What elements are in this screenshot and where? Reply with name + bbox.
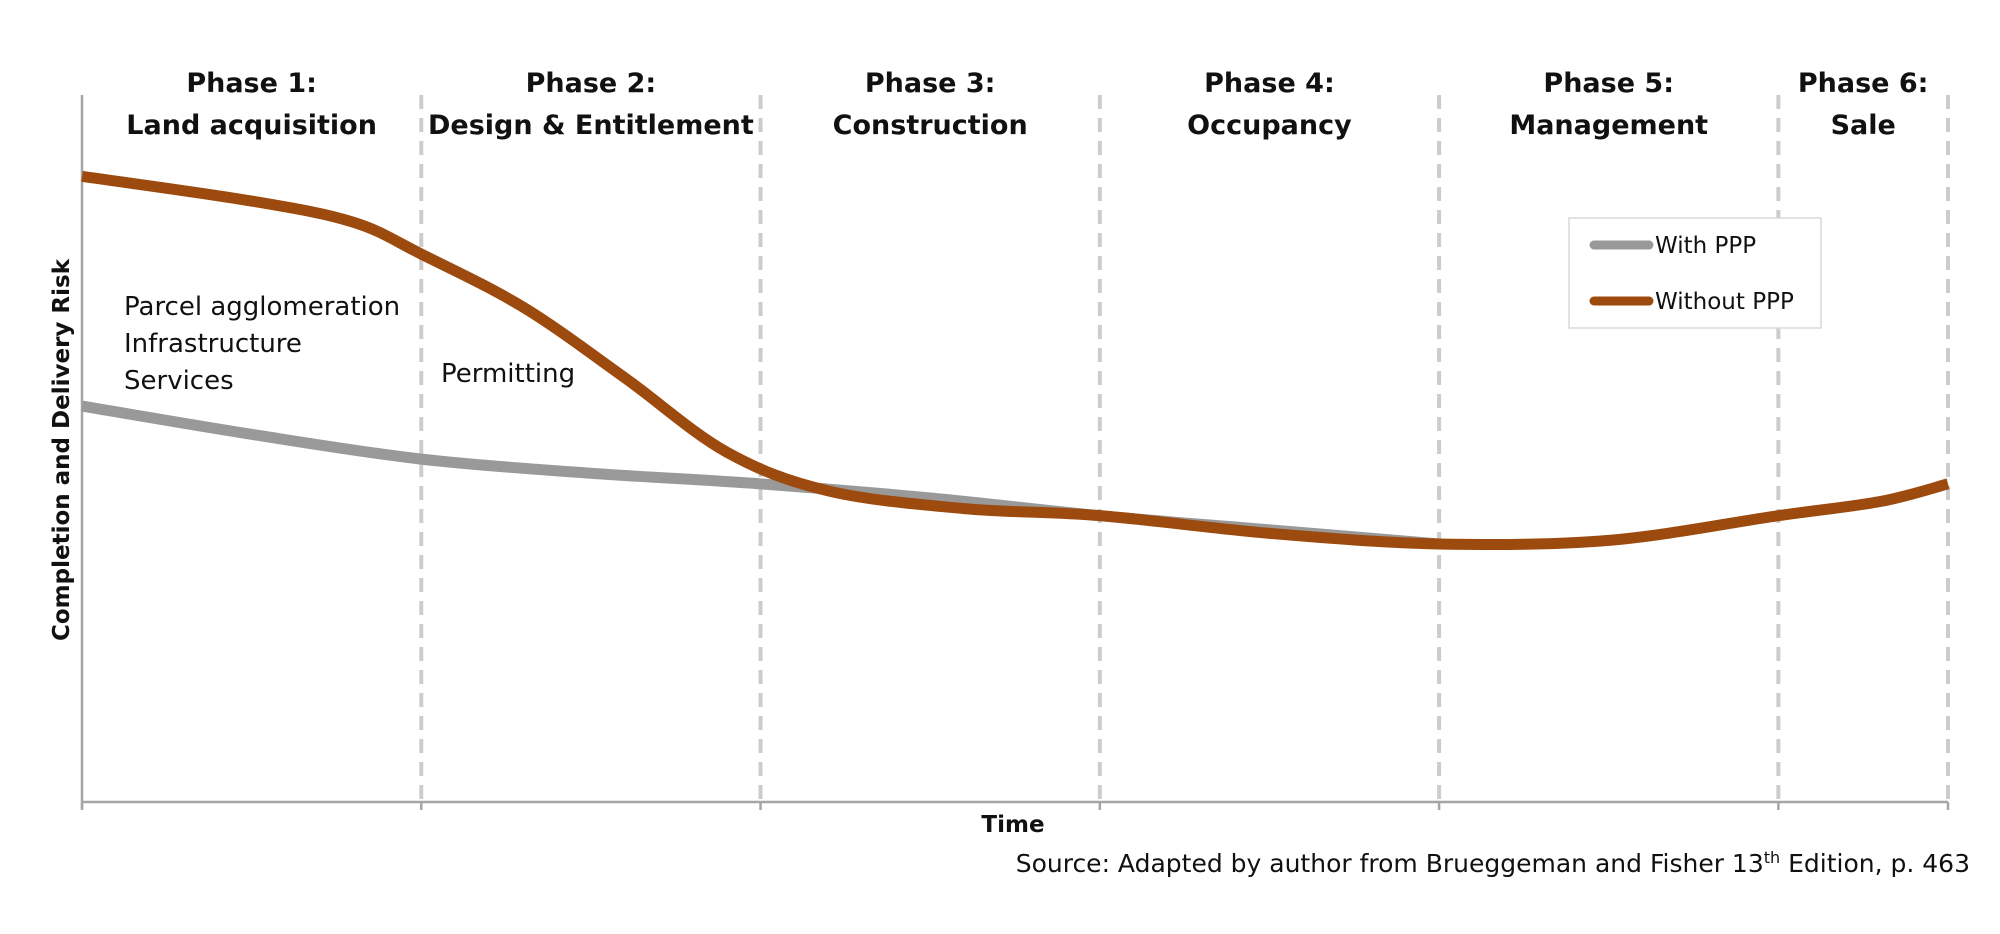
axes: [80, 95, 1950, 810]
legend-label-with-ppp: With PPP: [1655, 233, 1756, 259]
phase-label-line2: Construction: [833, 110, 1028, 141]
phase-label-line2: Land acquisition: [126, 110, 377, 141]
phase-label-6: Phase 6: Sale: [1798, 68, 1929, 141]
annotation-line: Services: [124, 366, 234, 396]
phase-label-3: Phase 3: Construction: [833, 68, 1028, 141]
legend-item-with-ppp: With PPP: [1589, 233, 1756, 259]
phase-label-line2: Occupancy: [1187, 110, 1352, 141]
y-axis-title: Completion and Delivery Risk: [49, 258, 75, 641]
series-line-without-ppp: [81, 170, 1950, 551]
annotation-phase1: Parcel agglomeration Infrastructure Serv…: [124, 292, 400, 396]
phase-label-4: Phase 4: Occupancy: [1187, 68, 1352, 141]
legend-box: [1568, 217, 1822, 329]
phase-label-line2: Sale: [1831, 110, 1896, 141]
source-prefix: Source: Adapted by author from Brueggema…: [1016, 849, 1764, 878]
phase-label-line1: Phase 1:: [186, 68, 317, 99]
phase-label-line1: Phase 2:: [526, 68, 657, 99]
phase-label-5: Phase 5: Management: [1509, 68, 1708, 141]
phase-label-line1: Phase 4:: [1204, 68, 1335, 99]
annotation-line: Parcel agglomeration: [124, 292, 400, 322]
annotation-line: Infrastructure: [124, 329, 302, 359]
legend-label-without-ppp: Without PPP: [1655, 289, 1794, 315]
phase-label-line2: Design & Entitlement: [428, 110, 754, 141]
phase-label-line1: Phase 6:: [1798, 68, 1929, 99]
phase-label-line1: Phase 5:: [1543, 68, 1674, 99]
x-axis-title: Time: [981, 812, 1044, 838]
phase-dividers: [419, 95, 1950, 802]
phase-label-1: Phase 1: Land acquisition: [126, 68, 377, 141]
source-note: Source: Adapted by author from Brueggema…: [1016, 848, 1970, 878]
phase-label-2: Phase 2: Design & Entitlement: [428, 68, 754, 141]
source-suffix: Edition, p. 463: [1780, 849, 1970, 878]
phase-label-line2: Management: [1509, 110, 1708, 141]
phase-label-line1: Phase 3:: [865, 68, 996, 99]
phase-labels: Phase 1: Land acquisition Phase 2: Design &…: [126, 68, 1928, 141]
series-lines: [81, 170, 1950, 551]
legend: With PPP Without PPP: [1568, 217, 1822, 329]
source-superscript: th: [1764, 848, 1780, 867]
annotation-phase2: Permitting: [441, 359, 575, 389]
legend-item-without-ppp: Without PPP: [1589, 289, 1794, 315]
